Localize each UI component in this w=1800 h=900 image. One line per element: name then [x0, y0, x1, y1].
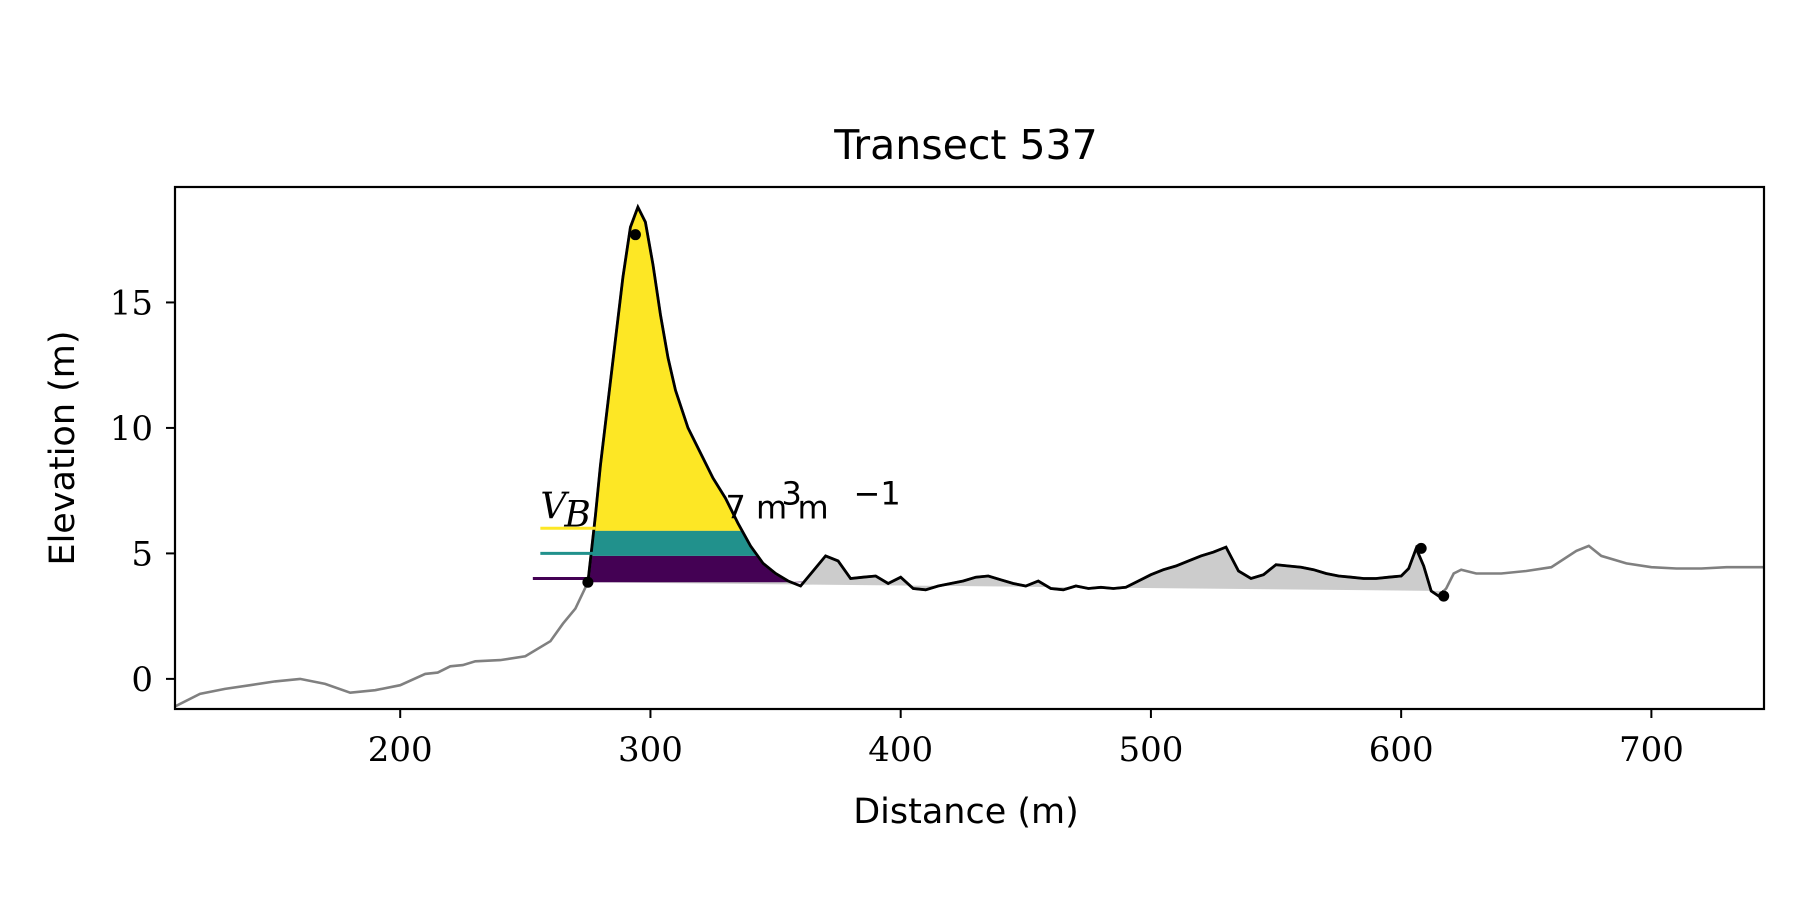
volume-band-0 — [589, 555, 806, 583]
x-tick-label-300: 300 — [618, 730, 683, 770]
x-axis-label: Distance (m) — [853, 792, 1079, 832]
marker-point-0 — [582, 576, 594, 588]
marker-point-2 — [1415, 542, 1427, 554]
x-tick-label-200: 200 — [368, 730, 433, 770]
dune-section-line — [586, 203, 1445, 598]
annotation-volume-symbol: V — [540, 486, 570, 527]
annotation-unit-sup: 3 — [782, 474, 802, 512]
plot-frame — [173, 185, 1766, 711]
x-tick-label-700: 700 — [1619, 730, 1684, 770]
y-tick-label-5: 5 — [131, 534, 153, 574]
y-axis-label: Elevation (m) — [43, 330, 83, 565]
annotation-volume-subscript: B — [563, 494, 590, 535]
annotation-volume-value: 7 m — [726, 488, 788, 526]
annotation-unit-tail: m — [798, 488, 829, 526]
y-tick-label-10: 10 — [110, 409, 153, 449]
y-tick-label-15: 15 — [110, 283, 153, 323]
x-tick-label-400: 400 — [868, 730, 933, 770]
x-tick-label-500: 500 — [1118, 730, 1183, 770]
y-tick-label-0: 0 — [131, 660, 153, 700]
x-tick-label-600: 600 — [1369, 730, 1434, 770]
volume-band-2 — [594, 207, 742, 531]
volume-band-1 — [591, 530, 757, 556]
marker-point-3 — [1438, 590, 1450, 602]
x-axis: 200 300 400 500 600 700 — [368, 709, 1684, 770]
chart-title: Transect 537 — [833, 121, 1097, 169]
annotation-unit-tail-sup: −1 — [854, 474, 901, 512]
plot-area: VB 7 m3 m −1 — [175, 203, 1764, 708]
marker-point-1 — [629, 229, 641, 241]
y-axis: 0 5 10 15 — [110, 283, 175, 700]
